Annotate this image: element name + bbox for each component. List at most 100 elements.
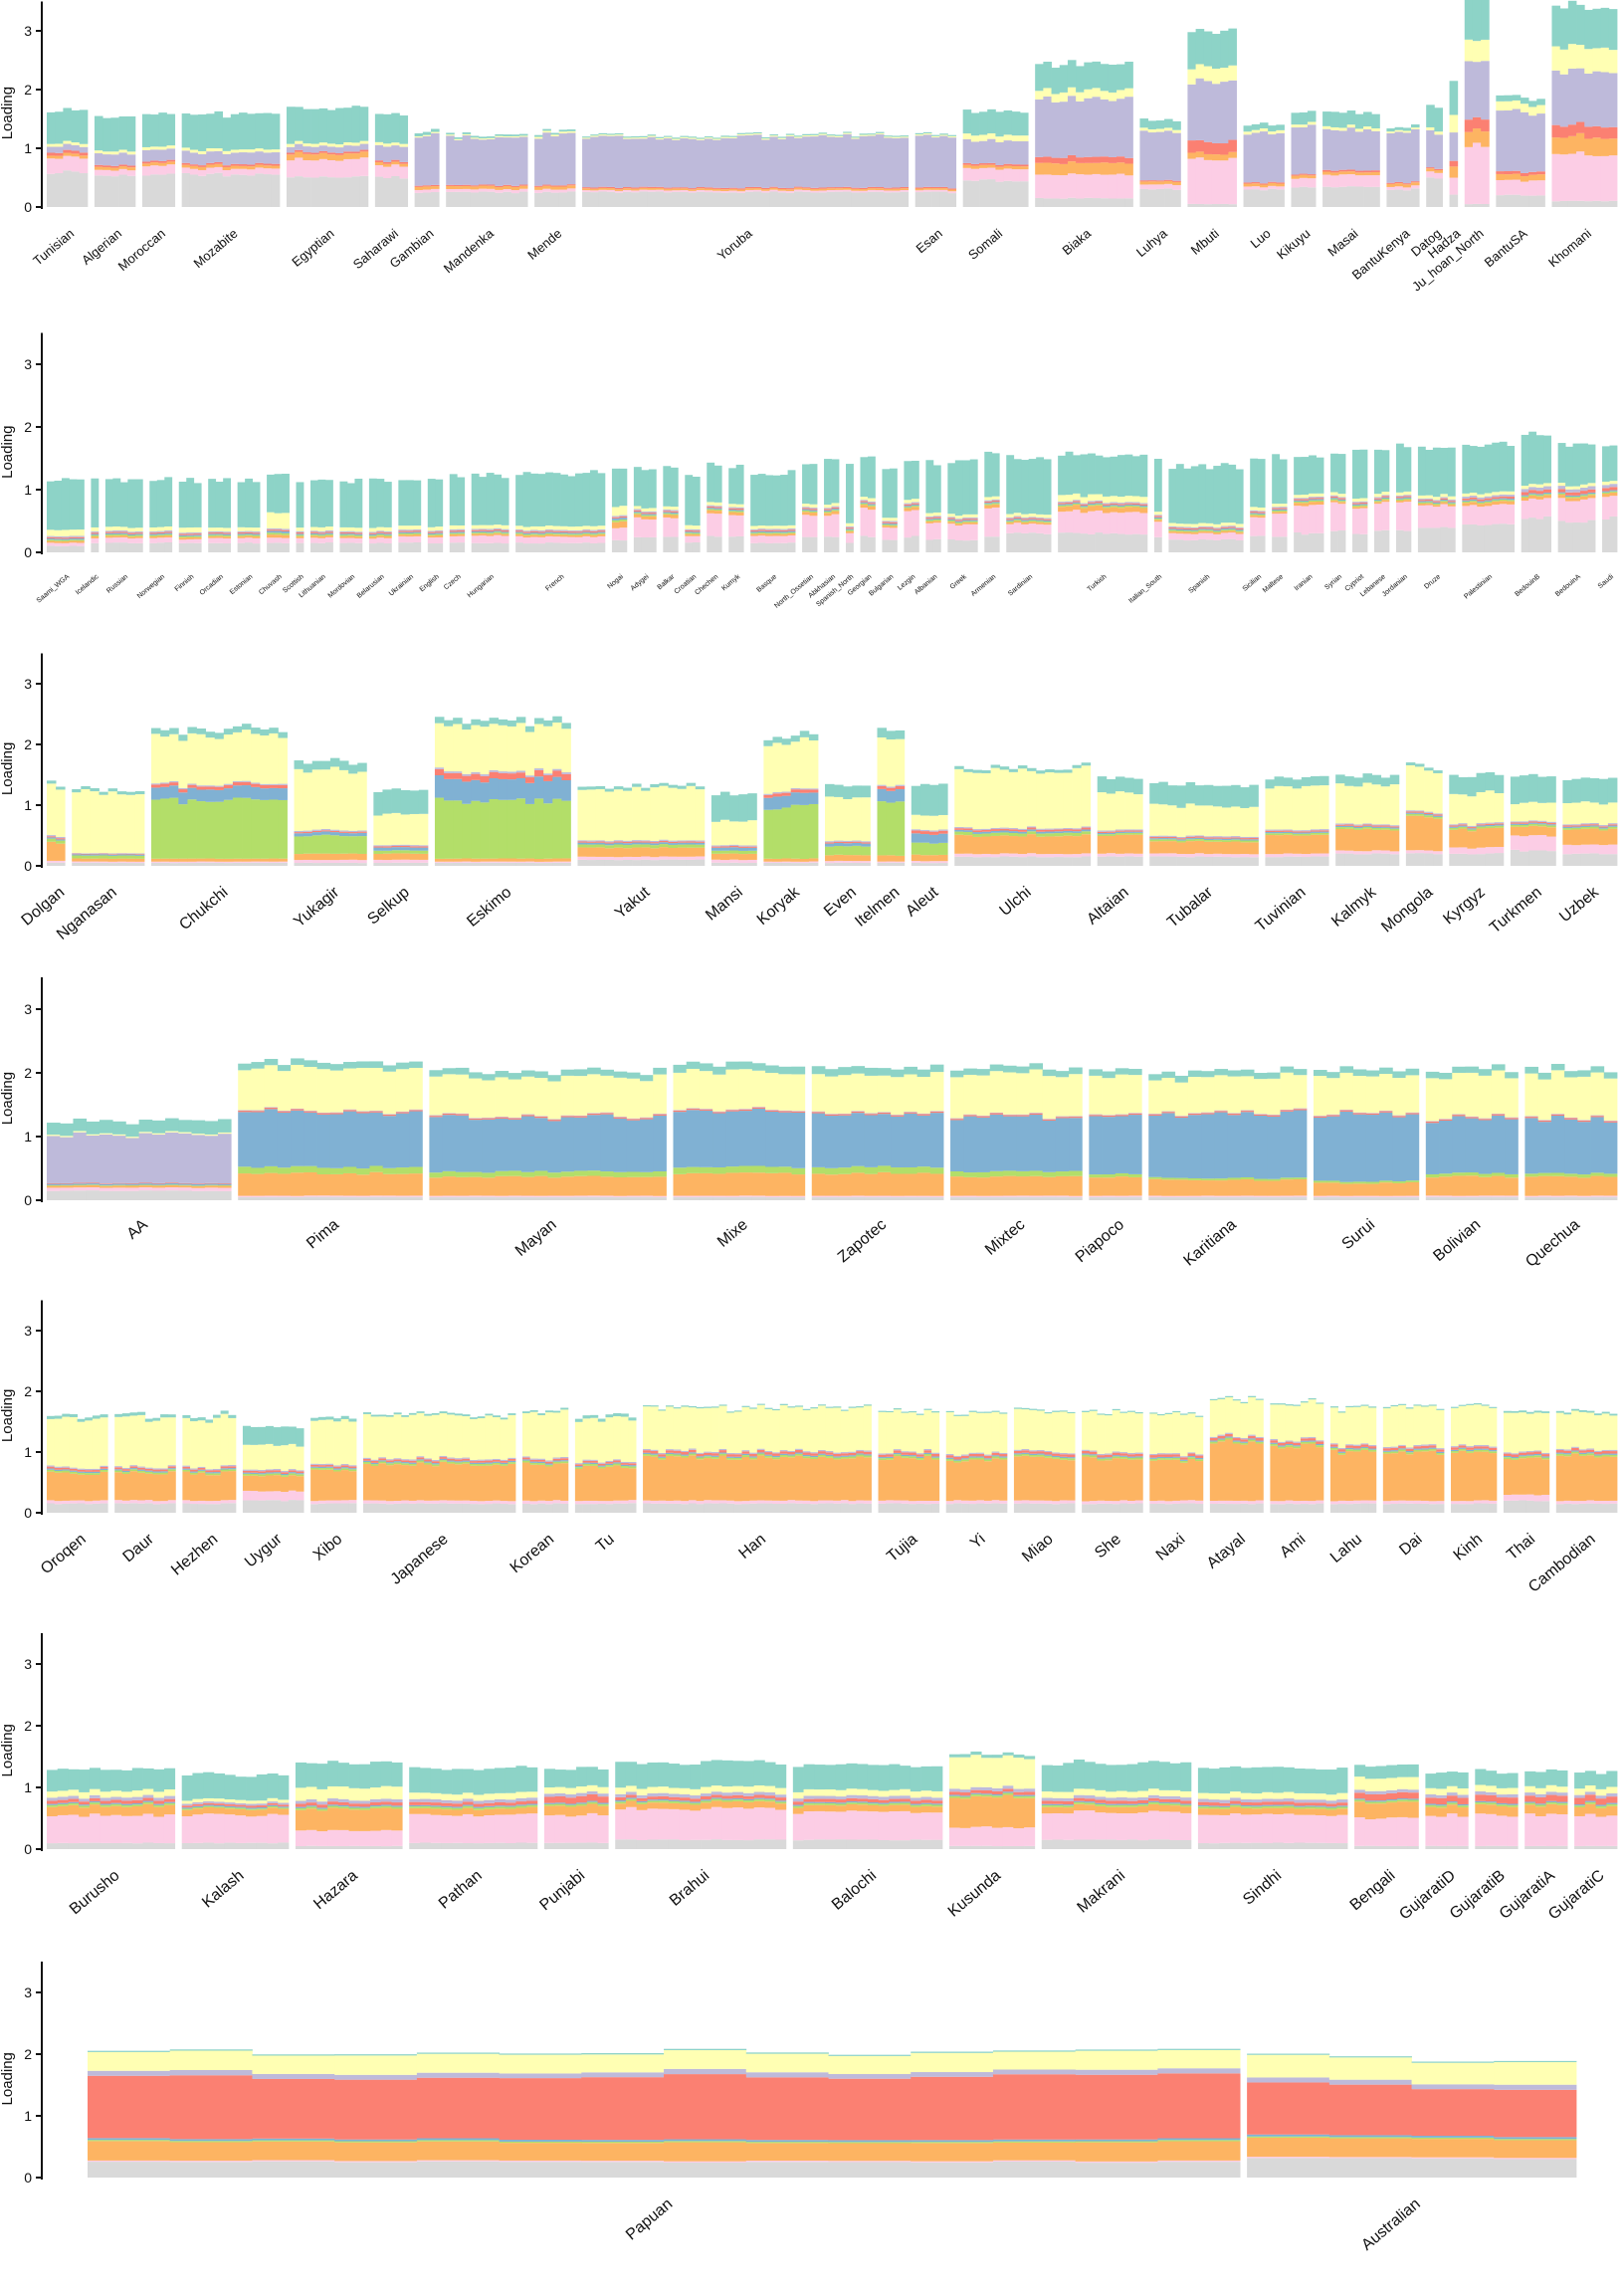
bar-segment-yellow xyxy=(781,744,792,792)
bar-segment-orange xyxy=(457,533,466,536)
bar-segment-grey xyxy=(650,860,660,866)
bar-segment-green xyxy=(560,533,568,535)
bar-segment-orange xyxy=(668,848,678,857)
bar-segment-blue xyxy=(545,531,553,533)
bar-segment-purple xyxy=(263,152,273,164)
bar-segment-blue xyxy=(843,843,853,847)
bar-segment-orange xyxy=(1338,171,1348,175)
bar-segment-teal xyxy=(736,132,746,134)
bar-segment-green xyxy=(480,802,490,859)
bar-segment-yellow xyxy=(699,1071,713,1110)
bar-segment-red xyxy=(112,1182,126,1184)
bar-segment-teal xyxy=(582,473,591,526)
bar-segment-red xyxy=(480,775,490,783)
bar-segment-green xyxy=(1562,828,1572,830)
bar-segment-red xyxy=(1580,491,1588,495)
bar-segment-teal xyxy=(1608,9,1618,51)
y-axis-title: Loading xyxy=(0,742,16,795)
bar-segment-green xyxy=(619,519,628,521)
bar-segment-grey xyxy=(826,191,836,207)
bar-segment-purple xyxy=(1249,836,1259,838)
bar-segment-red xyxy=(343,151,352,154)
bar-segment-red xyxy=(1187,140,1197,153)
bar-segment-orange xyxy=(891,1173,905,1196)
group-Estonian xyxy=(237,478,261,552)
bar-segment-green xyxy=(1381,499,1390,501)
bar-segment-orange xyxy=(471,533,480,536)
group-label: Icelandic xyxy=(75,573,101,596)
bar-segment-red xyxy=(317,532,326,534)
bar-segment-orange xyxy=(534,186,543,190)
bar-segment-red xyxy=(1081,827,1092,830)
bar-segment-purple xyxy=(892,137,901,188)
bar-segment-blue xyxy=(619,518,628,520)
bar-segment-grey xyxy=(271,174,281,207)
bar-segment-teal xyxy=(1265,779,1275,789)
bar-segment-red xyxy=(495,185,504,188)
bar-segment-blue xyxy=(1103,505,1111,508)
bar-segment-teal xyxy=(242,724,252,730)
bar-segment-green xyxy=(99,1185,113,1186)
bar-segment-purple xyxy=(720,137,729,188)
bar-segment-yellow xyxy=(304,1067,317,1111)
group-label: Mongola xyxy=(1378,884,1436,937)
bar-segment-pink xyxy=(454,188,463,192)
bar-segment-blue xyxy=(119,532,128,534)
bar-segment-pink xyxy=(780,535,788,543)
bar-segment-yellow xyxy=(851,137,860,139)
bar-segment-teal xyxy=(1008,768,1019,772)
bar-segment-teal xyxy=(413,480,422,526)
bar-segment-green xyxy=(751,1165,766,1173)
bar-segment-purple xyxy=(409,845,420,847)
bar-segment-red xyxy=(1274,830,1285,832)
bar-segment-orange xyxy=(1417,503,1426,506)
bar-segment-orange xyxy=(414,186,424,190)
bar-segment-yellow xyxy=(104,526,113,531)
group-Sicilian xyxy=(1250,458,1266,552)
bar-segment-orange xyxy=(1528,825,1538,836)
bar-segment-pink xyxy=(160,861,170,863)
bar-segment-teal xyxy=(501,478,509,525)
bar-segment-yellow xyxy=(672,138,681,140)
bar-segment-red xyxy=(673,1110,688,1113)
bar-segment-grey xyxy=(47,862,57,866)
bar-segment-pink xyxy=(215,537,224,543)
bar-segment-teal xyxy=(1449,81,1459,115)
bar-segment-purple xyxy=(1235,526,1244,528)
bar-segment-green xyxy=(282,532,290,535)
bar-segment-grey xyxy=(757,542,766,552)
bar-segment-pink xyxy=(550,189,560,193)
group-label: Kikuyu xyxy=(1274,226,1314,263)
bar-segment-pink xyxy=(1110,512,1118,533)
bar-segment-green xyxy=(278,799,288,859)
bar-segment-yellow xyxy=(895,738,906,785)
bar-segment-blue xyxy=(1519,823,1529,826)
bar-segment-pink xyxy=(969,523,978,540)
bar-segment-orange xyxy=(573,1175,588,1196)
bar-segment-red xyxy=(1036,519,1045,521)
bar-segment-orange xyxy=(794,187,803,190)
bar-segment-red xyxy=(1195,139,1205,152)
bar-segment-green xyxy=(534,798,544,859)
bar-segment-purple xyxy=(534,768,544,770)
bar-segment-purple xyxy=(950,1118,964,1120)
bar-segment-red xyxy=(326,152,336,155)
bar-segment-purple xyxy=(1434,134,1443,169)
bar-segment-red xyxy=(595,841,606,843)
bar-segment-pink xyxy=(655,189,665,192)
bar-segment-green xyxy=(1425,502,1434,504)
bar-segment-pink xyxy=(263,168,273,175)
bar-segment-yellow xyxy=(69,529,78,536)
bar-segment-red xyxy=(1600,127,1610,139)
bar-segment-grey xyxy=(765,1196,779,1200)
bar-segment-orange xyxy=(707,510,715,514)
bar-segment-teal xyxy=(560,474,568,526)
bar-segment-blue xyxy=(429,1117,444,1173)
bar-segment-orange xyxy=(622,848,633,857)
bar-segment-orange xyxy=(1110,507,1118,513)
bar-segment-yellow xyxy=(482,1080,496,1118)
bar-segment-yellow xyxy=(735,504,744,508)
bar-segment-orange xyxy=(1565,498,1573,502)
bar-segment-yellow xyxy=(245,527,253,531)
bar-segment-pink xyxy=(1283,853,1294,857)
